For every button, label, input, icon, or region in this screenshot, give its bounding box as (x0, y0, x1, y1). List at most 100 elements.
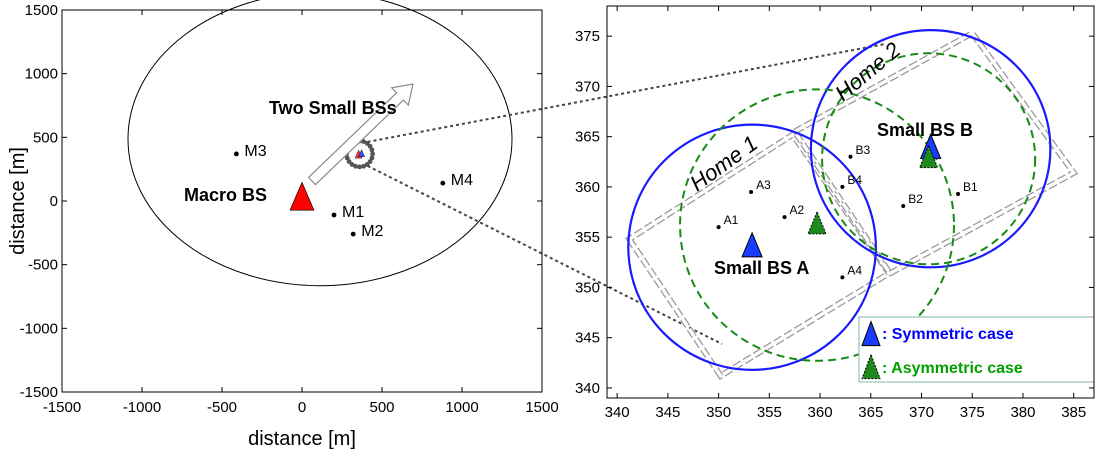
cluster-ring-dot (357, 164, 362, 170)
x-tick-label: 0 (298, 399, 306, 416)
x-tick-label: 340 (605, 404, 630, 421)
cluster-ring-dot (353, 163, 358, 169)
macro-users: M1 M2 M3 M4 (234, 143, 473, 240)
y-tick-label: 370 (575, 78, 600, 95)
asymmetric-coverage-circle (679, 88, 955, 362)
home-user-point (840, 275, 845, 280)
small-bs-markers (741, 133, 942, 258)
zoom-connector-bottom (367, 164, 723, 345)
asymmetric-coverage (679, 52, 1037, 362)
macro-user-label: M3 (244, 143, 266, 160)
symmetric-coverage (627, 29, 1052, 371)
y-tick-label: 500 (33, 129, 58, 146)
macro-cell-boundary (127, 0, 513, 287)
home-user-label: B2 (908, 192, 923, 206)
y-tick-label: 355 (575, 229, 600, 246)
y-tick-label: 360 (575, 179, 600, 196)
macro-bs-label: Macro BS (184, 185, 267, 205)
x-tick-label: 355 (757, 404, 782, 421)
macro-user-point (234, 151, 239, 157)
right-y-ticks: 340 345 350 355 360 365 370 375 (575, 28, 1094, 397)
x-tick-label: -1500 (43, 399, 81, 416)
legend-asymmetric-marker (861, 353, 881, 380)
home-user-point (901, 204, 906, 209)
home-outline-inner (792, 30, 1077, 276)
home-user-point (716, 225, 721, 230)
asymmetric-coverage-circle (821, 52, 1037, 266)
symmetric-coverage-circle (627, 123, 877, 371)
y-tick-label: 345 (575, 330, 600, 347)
y-tick-label: 340 (575, 380, 600, 397)
y-tick-label: -1000 (20, 320, 58, 337)
small-bs-icon (358, 149, 365, 157)
home-user-point (956, 191, 961, 196)
macro-user-label: M4 (451, 172, 473, 189)
legend: : Symmetric case : Asymmetric case (858, 316, 1095, 383)
home-user-point (749, 189, 754, 194)
symmetric-small-bs-marker (741, 231, 763, 258)
legend-asymmetric-label: : Asymmetric case (882, 360, 1023, 377)
x-tick-label: 350 (706, 404, 731, 421)
home-user-label: A1 (724, 213, 739, 227)
cluster-ring-dot (367, 143, 373, 149)
home-user-point (848, 154, 853, 159)
x-tick-label: 380 (1010, 404, 1035, 421)
x-tick-label: -500 (207, 399, 237, 416)
x-tick-label: 375 (960, 404, 985, 421)
y-tick-label: 375 (575, 28, 600, 45)
x-tick-label: 370 (909, 404, 934, 421)
cluster-ring-dot (369, 147, 375, 153)
home-users: A1 A2 A3 A4 B1 B2 B3 B4 (716, 143, 978, 280)
home-user-point (840, 184, 845, 189)
y-tick-label: -500 (28, 257, 58, 274)
home-user-label: A3 (756, 178, 771, 192)
home-user-point (782, 215, 787, 220)
x-tick-label: 1500 (525, 399, 558, 416)
home-user-label: B1 (963, 180, 978, 194)
x-tick-label: 345 (655, 404, 680, 421)
cluster-ring-dot (344, 155, 350, 161)
right-panel: 340 345 350 355 360 365 370 375 380 385 340 345 350… (575, 5, 1095, 421)
x-tick-label: 1000 (445, 399, 478, 416)
macro-user-point (440, 180, 446, 186)
left-x-ticks: -1500 -1000 -500 0 500 1000 1500 (43, 10, 559, 416)
y-tick-label: 1000 (25, 66, 58, 83)
cluster-ring-dot (346, 159, 352, 164)
home-user-label: A2 (790, 203, 805, 217)
symmetric-coverage-circle (809, 29, 1052, 269)
y-tick-label: 1500 (25, 2, 58, 19)
two-small-bs-annotation: Two Small BSs (269, 98, 397, 118)
cluster-ring-dot (370, 151, 375, 157)
right-x-ticks: 340 345 350 355 360 365 370 375 380 385 (605, 6, 1086, 421)
small-bs-b-label: Small BS B (877, 120, 973, 140)
macro-user-label: M2 (361, 223, 383, 240)
cluster-ring-dot (369, 155, 375, 161)
home-boundaries (625, 29, 1079, 380)
x-tick-label: -1000 (123, 399, 161, 416)
macro-user-point (350, 231, 356, 237)
left-panel: -1500 -1000 -500 0 500 1000 1500 -1500 -1000 -50… (7, 0, 559, 450)
asymmetric-small-bs-marker (918, 144, 939, 169)
cluster-ring-dot (361, 163, 367, 169)
x-tick-label: 365 (858, 404, 883, 421)
right-plot-frame (606, 5, 1095, 399)
y-tick-label: 350 (575, 279, 600, 296)
y-tick-label: 0 (50, 193, 58, 210)
zoom-arrow-icon (307, 83, 414, 186)
small-bs-a-label: Small BS A (714, 258, 809, 278)
asymmetric-small-bs-marker (807, 210, 827, 235)
macro-bs-marker (289, 181, 315, 211)
left-x-axis-title: distance [m] (248, 428, 356, 450)
x-tick-label: 360 (808, 404, 833, 421)
y-tick-label: 365 (575, 129, 600, 146)
left-y-axis-title: distance [m] (7, 147, 29, 255)
home-user-label: A4 (847, 263, 862, 277)
home-user-label: B4 (847, 173, 862, 187)
left-y-ticks: -1500 -1000 -500 0 500 1000 1500 (20, 2, 542, 401)
legend-box (858, 316, 1095, 383)
y-tick-label: -1500 (20, 384, 58, 401)
zoom-connector-top (367, 43, 886, 143)
macro-user-label: M1 (342, 204, 364, 221)
x-tick-label: 500 (369, 399, 394, 416)
